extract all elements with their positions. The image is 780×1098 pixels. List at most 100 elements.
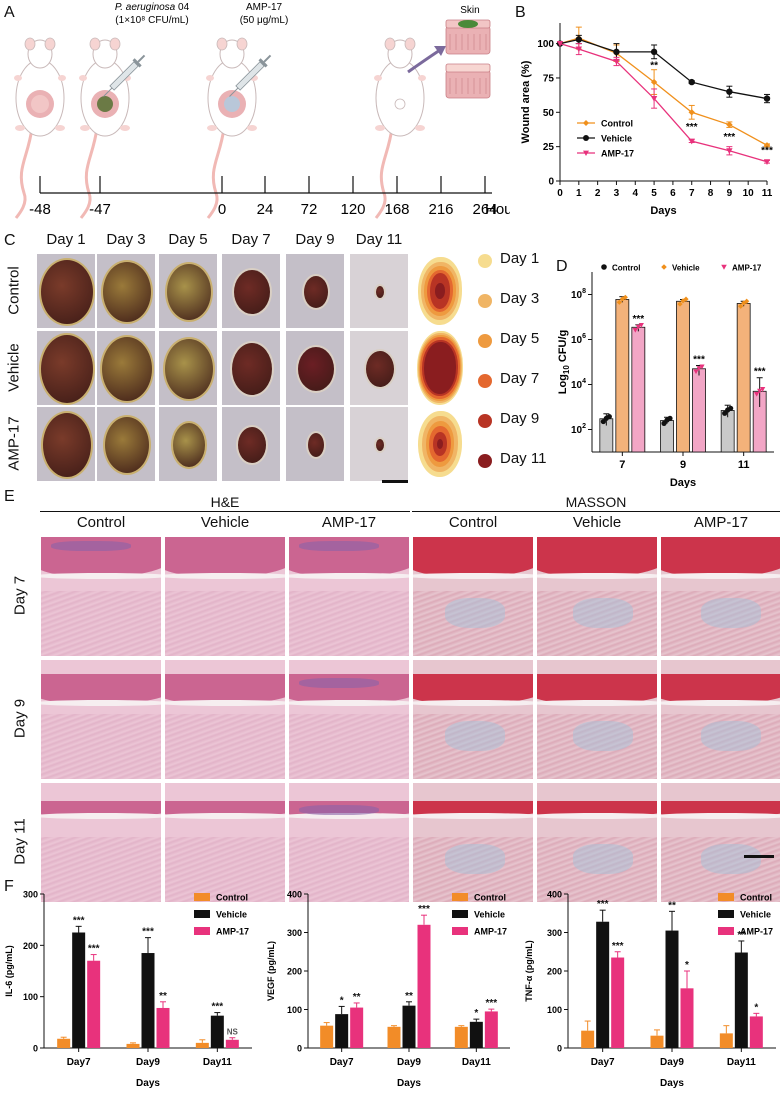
- legend-label: Vehicle: [672, 264, 700, 273]
- x-axis-label: Days: [650, 205, 676, 217]
- panel-label-d: D: [556, 258, 568, 275]
- y-tick-label: 200: [547, 967, 562, 977]
- y-tick-label: 0: [33, 1044, 38, 1054]
- panel-label-c: C: [4, 232, 16, 249]
- series-line: [559, 37, 768, 146]
- bar: [719, 1033, 733, 1048]
- dermis-layer: [165, 714, 285, 779]
- legend-label: Day 9: [500, 410, 540, 427]
- y-tick-label: 25: [543, 142, 555, 153]
- x-axis-label: Days: [670, 477, 696, 488]
- data-point: [726, 121, 733, 128]
- dermis-layer: [537, 837, 657, 902]
- y-axis-label: TNF-α (pg/mL): [524, 940, 534, 1002]
- histology-tile: [288, 659, 410, 780]
- histology-tile: [660, 659, 780, 780]
- data-point: [693, 369, 699, 375]
- tissue-gap: [289, 700, 409, 706]
- collagen-stain: [701, 843, 761, 874]
- significance-marker: *: [754, 1002, 758, 1013]
- significance-marker: ***: [211, 1002, 223, 1013]
- legend-label: Control: [474, 893, 506, 903]
- bar: [650, 1035, 664, 1048]
- legend-marker: [601, 264, 607, 270]
- drug-label: AMP-17: [246, 2, 283, 13]
- wound-bed: [41, 335, 93, 403]
- y-axis-label: VEGF (pg/mL): [266, 941, 276, 1001]
- wound-bed: [167, 264, 211, 320]
- wound-photo: [285, 253, 345, 329]
- wound-photo: [158, 253, 218, 329]
- histology-tile: [536, 659, 658, 780]
- tissue-gap: [661, 573, 780, 579]
- significance-marker: **: [737, 930, 745, 941]
- dermis-layer: [537, 591, 657, 656]
- x-tick-label: Day7: [591, 1057, 615, 1068]
- y-tick-label: 75: [543, 73, 555, 84]
- wound-bed: [298, 347, 334, 391]
- bar: [402, 1005, 416, 1048]
- panel-label-e: E: [4, 488, 15, 505]
- significance-marker: ***: [418, 904, 430, 915]
- timeline-tick-label: -47: [89, 201, 111, 218]
- legend-swatch: [194, 893, 210, 901]
- collagen-stain: [445, 843, 505, 874]
- day-header: Day 1: [46, 231, 86, 248]
- x-tick-label: 11: [762, 188, 773, 199]
- mouse-icon-1: [12, 36, 68, 220]
- significance-marker: ***: [632, 314, 644, 325]
- data-point: [683, 296, 689, 302]
- x-tick-label: 5: [651, 188, 657, 199]
- data-point: [726, 148, 733, 154]
- panel-label-b: B: [515, 4, 526, 21]
- y-tick-label: 0: [548, 177, 554, 188]
- x-tick-label: Day9: [660, 1057, 684, 1068]
- legend-swatch: [718, 910, 734, 918]
- series-control: [556, 26, 771, 149]
- bar: [57, 1038, 71, 1048]
- histology-tile: [412, 782, 534, 903]
- group-header: AMP-17: [693, 514, 749, 531]
- legend-swatch: [194, 910, 210, 918]
- x-tick-label: Day11: [727, 1057, 756, 1068]
- panel-label-f: F: [4, 878, 14, 895]
- epidermis-layer: [537, 674, 657, 704]
- tissue-gap: [413, 573, 533, 579]
- epidermis-layer: [661, 537, 780, 577]
- legend-label: Vehicle: [740, 910, 771, 920]
- group-label: Vehicle: [5, 343, 23, 392]
- data-point: [575, 46, 583, 53]
- data-point: [726, 88, 733, 95]
- data-point: [619, 296, 625, 302]
- bar: [749, 1016, 763, 1048]
- dermis-layer: [289, 714, 409, 779]
- significance-marker: ***: [88, 944, 100, 955]
- y-tick-label: 50: [543, 108, 555, 119]
- bar: [210, 1015, 224, 1048]
- bar: [141, 953, 155, 1048]
- cell-infiltrate: [299, 541, 379, 551]
- legend-label: Control: [601, 119, 633, 129]
- y-axis-label: Wound area (%): [520, 60, 532, 143]
- legend-swatch: [452, 910, 468, 918]
- day-header: Day 11: [355, 231, 403, 248]
- x-tick-label: Day7: [67, 1057, 91, 1068]
- wound-photo: [36, 330, 96, 406]
- tissue-gap: [165, 813, 285, 819]
- wound-photo: [36, 253, 96, 329]
- data-point: [667, 415, 673, 421]
- tnf-alpha-chart: 0 100 200 300 400 TNF-α (pg/mL) Day7 Day9 Day11 *…: [524, 890, 776, 1089]
- day-header: Day 7: [231, 231, 271, 248]
- wound-bed: [376, 286, 384, 298]
- day-label: Day 9: [11, 698, 29, 738]
- dermis-layer: [661, 837, 780, 902]
- bar: [581, 1030, 595, 1048]
- histology-tile: [164, 659, 286, 780]
- bar: [72, 932, 86, 1048]
- data-point: [688, 138, 695, 145]
- timeline-tick-label: 168: [384, 201, 409, 218]
- dermis-layer: [165, 837, 285, 902]
- cell-infiltrate: [299, 805, 379, 815]
- significance-marker: **: [159, 991, 167, 1002]
